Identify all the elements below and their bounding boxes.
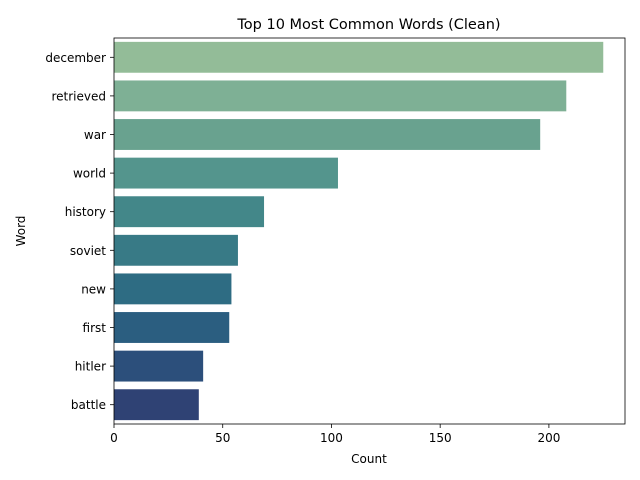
bar-new xyxy=(114,273,232,305)
y-tick-label-december: december xyxy=(45,51,106,65)
chart-title: Top 10 Most Common Words (Clean) xyxy=(236,17,500,33)
y-tick-label-world: world xyxy=(73,167,106,181)
x-ticks: 0 50 100 150 200 xyxy=(110,424,560,445)
x-tick-label-100: 100 xyxy=(320,431,343,445)
y-tick-label-new: new xyxy=(81,282,106,296)
y-axis-label: Word xyxy=(14,216,28,247)
bar-hitler xyxy=(114,350,204,382)
y-tick-label-soviet: soviet xyxy=(70,244,106,258)
bar-history xyxy=(114,196,265,228)
bars-group xyxy=(114,41,604,421)
bar-war xyxy=(114,119,541,150)
plot-frame xyxy=(113,37,626,425)
y-tick-label-history: history xyxy=(65,205,106,219)
bar-december xyxy=(114,41,604,73)
y-tick-label-battle: battle xyxy=(71,398,106,412)
y-tick-label-retrieved: retrieved xyxy=(51,89,106,103)
bar-soviet xyxy=(114,234,238,266)
y-tick-labels: december retrieved war world history soviet ne… xyxy=(45,51,114,412)
x-tick-label-200: 200 xyxy=(537,431,560,445)
y-tick-label-first: first xyxy=(83,321,107,335)
x-axis-label: Count xyxy=(351,452,387,466)
bar-retrieved xyxy=(114,80,567,112)
x-tick-label-0: 0 xyxy=(110,431,118,445)
x-tick-label-150: 150 xyxy=(429,431,452,445)
y-tick-label-war: war xyxy=(84,128,106,142)
bar-battle xyxy=(114,389,199,421)
bar-first xyxy=(114,312,230,343)
bar-world xyxy=(114,157,338,189)
x-tick-label-50: 50 xyxy=(215,431,230,445)
y-tick-label-hitler: hitler xyxy=(75,360,106,374)
